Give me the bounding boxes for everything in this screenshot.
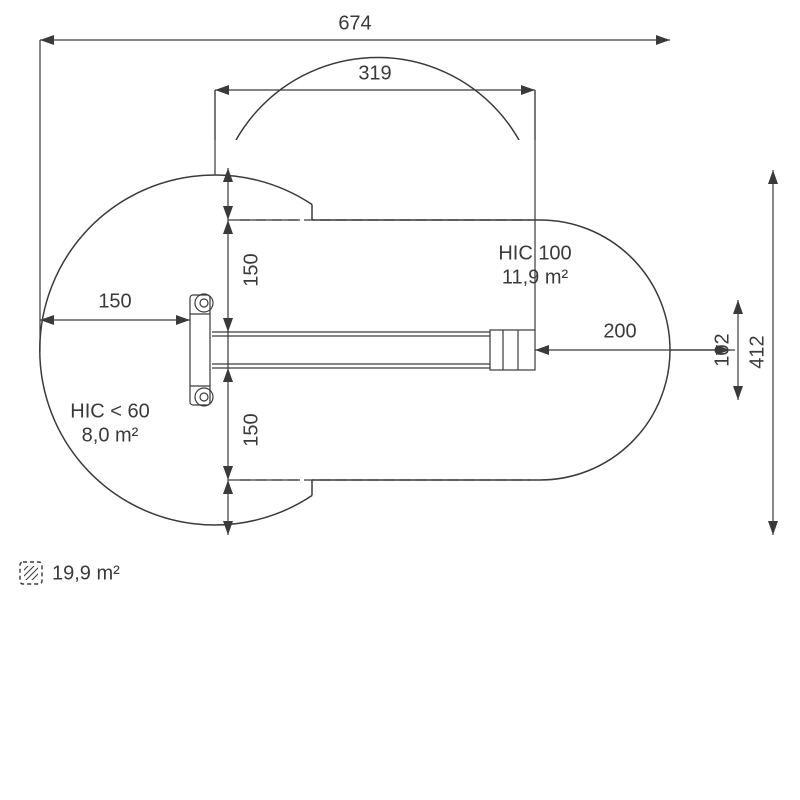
- zone-hic60-title: HIC < 60: [70, 400, 149, 422]
- dim-left-150-label: 150: [98, 290, 131, 312]
- dim-top-150-label: 150: [240, 253, 262, 286]
- dim-total-width: 674: [40, 12, 670, 45]
- plan-drawing: 674 319: [0, 0, 800, 800]
- dim-inner-width-label: 319: [358, 62, 391, 84]
- dim-total-width-label: 674: [338, 12, 371, 34]
- dim-right-412-label: 412: [746, 335, 768, 368]
- zone-hic60-area: 8,0 m²: [82, 424, 139, 446]
- legend-total-area-label: 19,9 m²: [52, 562, 120, 584]
- dim-bottom-150-label: 150: [240, 413, 262, 446]
- dim-right-102-label: 102: [711, 333, 733, 366]
- legend-total-area: 19,9 m²: [20, 562, 120, 584]
- dim-right-200-label: 200: [603, 320, 636, 342]
